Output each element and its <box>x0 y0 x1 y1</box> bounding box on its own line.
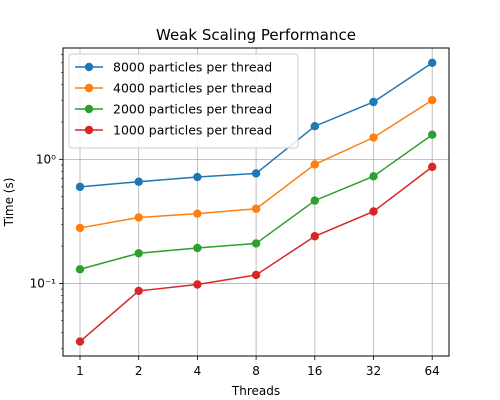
data-point <box>311 196 319 204</box>
legend: 8000 particles per thread 4000 particles … <box>69 54 298 148</box>
legend-label: 4000 particles per thread <box>113 81 272 96</box>
x-tick-label: 1 <box>76 364 84 378</box>
data-point <box>428 96 436 104</box>
legend-marker <box>85 126 93 134</box>
data-point <box>369 207 377 215</box>
data-point <box>193 280 201 288</box>
data-point <box>428 131 436 139</box>
data-point <box>428 163 436 171</box>
data-point <box>311 232 319 240</box>
data-point <box>428 59 436 67</box>
x-tick-label: 8 <box>252 364 260 378</box>
data-point <box>369 98 377 106</box>
legend-marker <box>85 105 93 113</box>
data-point <box>193 209 201 217</box>
data-point <box>311 122 319 130</box>
x-tick-label: 2 <box>135 364 143 378</box>
x-tick-label: 32 <box>366 364 381 378</box>
x-tick-label: 4 <box>194 364 202 378</box>
data-point <box>76 183 84 191</box>
data-point <box>252 271 260 279</box>
legend-label: 2000 particles per thread <box>113 102 272 117</box>
data-point <box>252 205 260 213</box>
y-axis-ticks: 10⁻¹ 10⁰ <box>30 55 63 349</box>
x-axis-ticks: 1 2 4 8 16 32 64 <box>76 356 440 378</box>
x-tick-label: 64 <box>425 364 440 378</box>
legend-marker <box>85 63 93 71</box>
data-point <box>135 213 143 221</box>
data-point <box>135 178 143 186</box>
data-point <box>369 133 377 141</box>
data-point <box>193 244 201 252</box>
data-point <box>311 160 319 168</box>
legend-marker <box>85 84 93 92</box>
data-point <box>76 337 84 345</box>
y-axis-label: Time (s) <box>2 178 16 228</box>
data-point <box>369 172 377 180</box>
data-point <box>135 249 143 257</box>
data-point <box>76 224 84 232</box>
y-tick-label: 10⁻¹ <box>30 276 57 290</box>
data-point <box>193 173 201 181</box>
data-point <box>76 265 84 273</box>
legend-label: 8000 particles per thread <box>113 60 272 75</box>
data-point <box>135 287 143 295</box>
data-point <box>252 169 260 177</box>
x-axis-label: Threads <box>231 384 280 398</box>
y-tick-label: 10⁰ <box>36 152 56 166</box>
legend-label: 1000 particles per thread <box>113 123 272 138</box>
chart-title: Weak Scaling Performance <box>156 26 356 44</box>
x-tick-label: 16 <box>307 364 322 378</box>
data-point <box>252 239 260 247</box>
